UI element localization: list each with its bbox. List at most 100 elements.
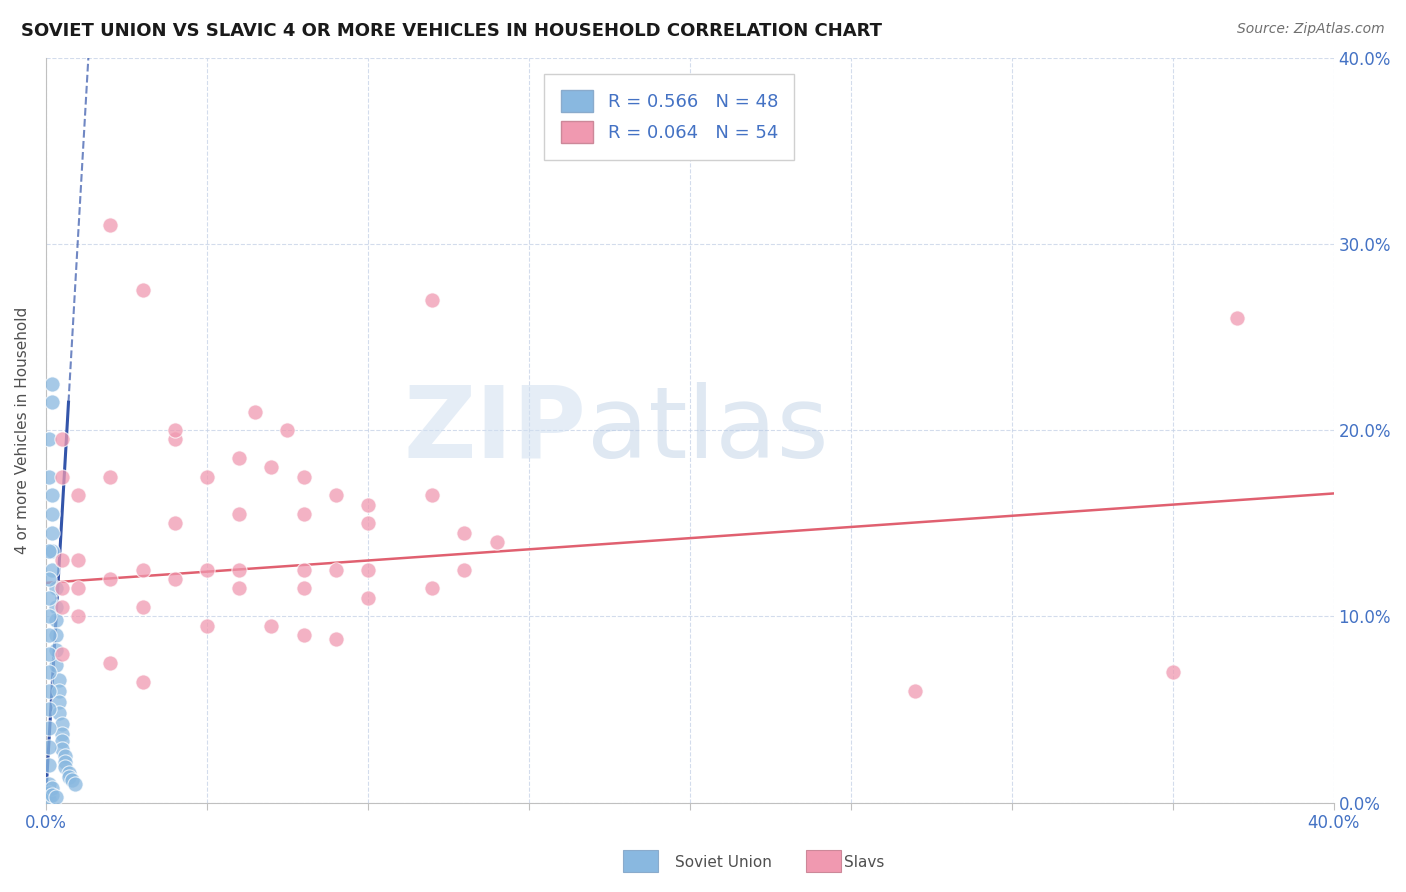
Point — [53, 749, 76, 764]
Point — [420, 582, 443, 596]
Point — [453, 525, 475, 540]
Point — [453, 563, 475, 577]
Point — [60, 773, 83, 788]
Point — [41, 780, 63, 795]
Point — [48, 695, 70, 709]
Point — [51, 741, 73, 756]
Point — [98, 656, 121, 670]
Point — [45, 582, 67, 596]
Text: ZIP: ZIP — [404, 382, 586, 479]
Point — [163, 516, 186, 531]
Point — [292, 628, 315, 642]
Point — [904, 684, 927, 698]
Point — [195, 618, 218, 632]
Point — [41, 488, 63, 502]
Point — [41, 563, 63, 577]
Point — [38, 433, 60, 447]
Point — [38, 609, 60, 624]
Point — [63, 777, 86, 791]
Point — [67, 582, 90, 596]
Point — [51, 647, 73, 661]
Point — [38, 591, 60, 605]
Point — [38, 721, 60, 735]
Point — [45, 643, 67, 657]
Point — [53, 755, 76, 769]
Point — [228, 563, 250, 577]
Point — [292, 582, 315, 596]
Point — [420, 293, 443, 307]
Point — [67, 609, 90, 624]
FancyBboxPatch shape — [806, 850, 841, 872]
Point — [292, 563, 315, 577]
Point — [98, 469, 121, 483]
Point — [98, 219, 121, 233]
Point — [38, 647, 60, 661]
Point — [38, 777, 60, 791]
Point — [48, 684, 70, 698]
Point — [45, 613, 67, 627]
Point — [41, 525, 63, 540]
Text: Source: ZipAtlas.com: Source: ZipAtlas.com — [1237, 22, 1385, 37]
Point — [51, 582, 73, 596]
Point — [41, 788, 63, 802]
Point — [245, 404, 267, 418]
Point — [325, 563, 347, 577]
Point — [45, 600, 67, 615]
Point — [38, 469, 60, 483]
Point — [357, 516, 380, 531]
Point — [41, 507, 63, 521]
Point — [163, 572, 186, 586]
Point — [195, 469, 218, 483]
Point — [163, 433, 186, 447]
Point — [38, 628, 60, 642]
Point — [38, 684, 60, 698]
Point — [260, 618, 283, 632]
Y-axis label: 4 or more Vehicles in Household: 4 or more Vehicles in Household — [15, 307, 30, 554]
Point — [228, 451, 250, 466]
Point — [420, 488, 443, 502]
Point — [58, 770, 80, 784]
Point — [38, 702, 60, 716]
Point — [38, 572, 60, 586]
Point — [41, 376, 63, 391]
Point — [276, 423, 298, 437]
Point — [228, 507, 250, 521]
Point — [48, 706, 70, 721]
Point — [292, 507, 315, 521]
Point — [357, 591, 380, 605]
Point — [51, 600, 73, 615]
Point — [292, 469, 315, 483]
Point — [51, 469, 73, 483]
Point — [41, 395, 63, 409]
Point — [38, 792, 60, 806]
Point — [48, 673, 70, 687]
Point — [1226, 311, 1249, 326]
Point — [53, 760, 76, 774]
Point — [228, 582, 250, 596]
Point — [357, 563, 380, 577]
Text: Soviet Union: Soviet Union — [675, 855, 772, 870]
Point — [38, 758, 60, 772]
Point — [51, 433, 73, 447]
Point — [325, 488, 347, 502]
Point — [131, 563, 153, 577]
Point — [485, 534, 508, 549]
FancyBboxPatch shape — [623, 850, 658, 872]
Legend: R = 0.566   N = 48, R = 0.064   N = 54: R = 0.566 N = 48, R = 0.064 N = 54 — [544, 74, 794, 160]
Point — [38, 786, 60, 800]
Point — [38, 665, 60, 680]
Point — [38, 739, 60, 754]
Point — [45, 657, 67, 672]
Text: atlas: atlas — [586, 382, 828, 479]
Point — [98, 572, 121, 586]
Point — [260, 460, 283, 475]
Point — [45, 628, 67, 642]
Point — [131, 674, 153, 689]
Point — [51, 717, 73, 731]
Point — [45, 790, 67, 805]
Point — [195, 563, 218, 577]
Point — [1161, 665, 1184, 680]
Point — [38, 544, 60, 558]
Point — [131, 600, 153, 615]
Point — [357, 498, 380, 512]
